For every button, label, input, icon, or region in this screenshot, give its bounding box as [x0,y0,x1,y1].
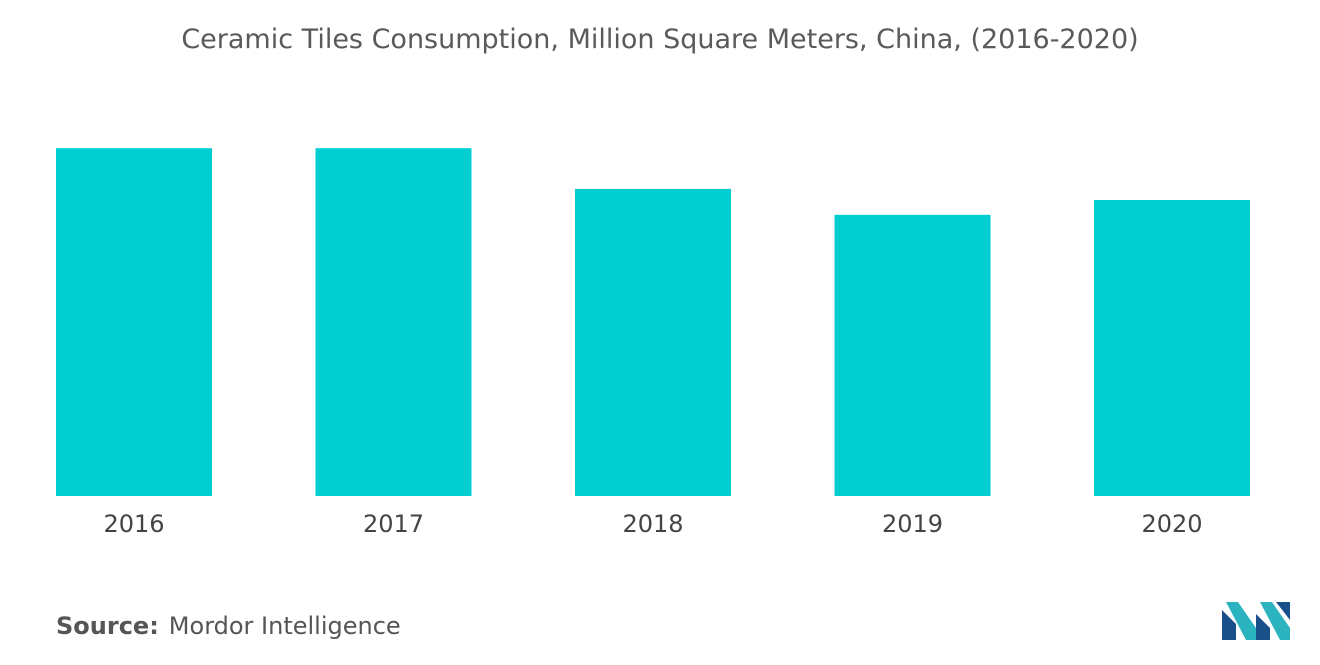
bar-2017 [315,148,472,496]
x-tick-label-2020: 2020 [1141,510,1202,538]
chart-title: Ceramic Tiles Consumption, Million Squar… [181,24,1139,55]
source-text: Mordor Intelligence [168,612,401,640]
bars-group [56,148,1250,497]
source-note: Source: Mordor Intelligence [56,612,401,640]
x-tick-label-2017: 2017 [363,510,424,538]
x-tick-label-2018: 2018 [622,510,683,538]
bar-2018 [575,188,731,496]
x-tick-labels: 2016 2017 2018 2019 2020 [103,510,1202,538]
bar-2020 [1094,200,1250,496]
mordor-intelligence-logo-icon [1222,602,1290,640]
x-tick-label-2019: 2019 [882,510,943,538]
bar-2019 [834,214,991,497]
x-tick-label-2016: 2016 [103,510,164,538]
source-label: Source: [56,612,159,640]
bar-2016 [56,148,212,496]
